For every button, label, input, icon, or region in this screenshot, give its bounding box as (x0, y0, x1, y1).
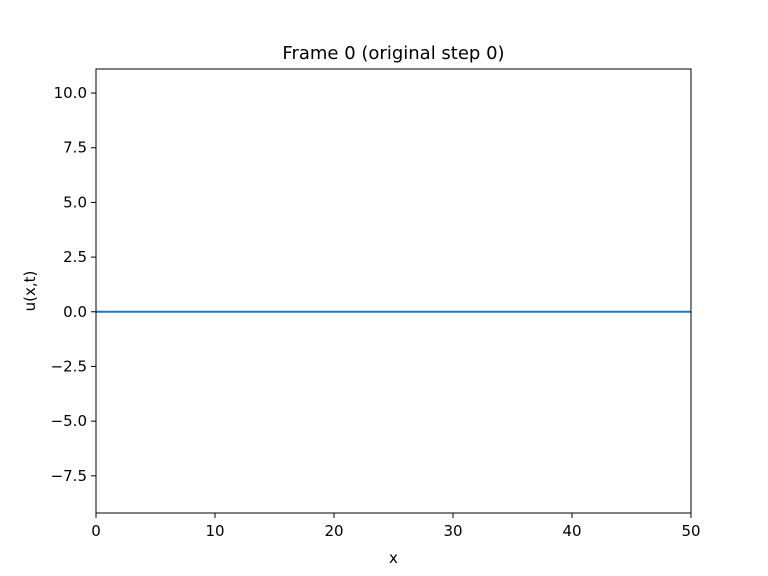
y-tick-label: 10.0 (54, 84, 87, 102)
y-tick-label: 7.5 (63, 139, 87, 157)
chart-title: Frame 0 (original step 0) (282, 43, 504, 64)
x-tick-label: 40 (562, 522, 581, 540)
x-tick-label: 20 (324, 522, 343, 540)
x-tick-label: 50 (681, 522, 700, 540)
y-axis-label: u(x,t) (21, 271, 39, 312)
x-axis-label: x (389, 549, 398, 567)
y-tick-label: 5.0 (63, 193, 87, 211)
x-tick-label: 10 (205, 522, 224, 540)
y-tick-label: −5.0 (51, 412, 87, 430)
y-tick-label: 0.0 (63, 303, 87, 321)
plot-area (96, 69, 691, 513)
plot-frame (95, 68, 692, 514)
y-tick-label: −2.5 (51, 357, 87, 375)
x-tick-label: 0 (91, 522, 101, 540)
y-axis-ticks: −7.5 −5.0 −2.5 0.0 2.5 5.0 7.5 10.0 (51, 84, 96, 485)
y-tick-label: 2.5 (63, 248, 87, 266)
y-tick-label: −7.5 (51, 467, 87, 485)
x-tick-label: 30 (443, 522, 462, 540)
x-axis-ticks: 0 10 20 30 40 50 (91, 513, 701, 540)
